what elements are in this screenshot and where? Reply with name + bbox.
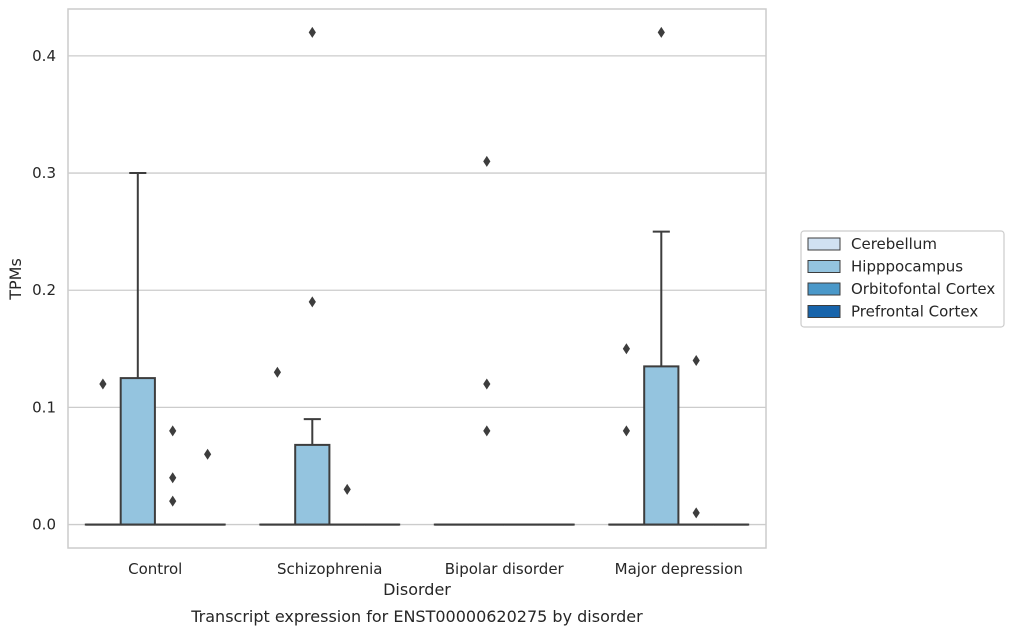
outlier-point — [273, 366, 281, 378]
legend-label: Hipppocampus — [851, 258, 963, 276]
y-axis-label: TPMs — [6, 258, 25, 301]
outlier-point — [169, 495, 177, 507]
box-hipppocampus — [119, 172, 156, 526]
legend-swatch — [807, 237, 841, 251]
outlier-point — [622, 425, 630, 437]
outlier-point — [308, 26, 316, 38]
x-tick-label: Bipolar disorder — [445, 560, 565, 578]
figure-caption: Transcript expression for ENST0000062027… — [190, 607, 643, 626]
box-hipppocampus — [468, 155, 505, 526]
legend-swatch — [807, 282, 841, 296]
outlier-point — [692, 507, 700, 519]
y-tick-label: 0.1 — [32, 398, 56, 416]
box-body — [294, 443, 331, 526]
boxes — [84, 26, 750, 526]
legend-label: Prefrontal Cortex — [851, 303, 978, 321]
box-cerebellum — [608, 343, 645, 526]
outlier-point — [99, 378, 107, 390]
outlier-point — [622, 343, 630, 355]
x-tick-labels: Control Schizophrenia Bipolar disorder Majo… — [128, 560, 743, 578]
outlier-point — [657, 26, 665, 38]
y-tick-label: 0.0 — [32, 516, 56, 534]
legend: Cerebellum Hipppocampus Orbitofontal Corte… — [800, 230, 1005, 328]
plot-frame — [67, 8, 767, 549]
legend-item: Hipppocampus — [807, 258, 963, 276]
legend-swatch — [807, 305, 841, 318]
legend-swatch — [807, 260, 841, 273]
outlier-point — [483, 378, 491, 390]
box-cerebellum — [84, 378, 122, 526]
x-tick-label: Schizophrenia — [277, 560, 382, 578]
y-tick-label: 0.3 — [32, 164, 56, 182]
legend-item: Cerebellum — [807, 235, 937, 253]
outlier-point — [692, 355, 700, 367]
box-body — [643, 365, 680, 526]
legend-item: Orbitofontal Cortex — [807, 280, 995, 298]
x-tick-label: Control — [128, 560, 182, 578]
box-hipppocampus — [294, 26, 331, 526]
y-tick-label: 0.2 — [32, 281, 56, 299]
outlier-point — [343, 483, 351, 495]
box-hipppocampus — [643, 26, 680, 526]
box-orbitofontal-cortex — [678, 355, 715, 526]
x-axis-label: Disorder — [383, 580, 451, 599]
box-orbitofontal-cortex — [154, 425, 191, 526]
x-tick-label: Major depression — [615, 560, 743, 578]
legend-label: Orbitofontal Cortex — [851, 280, 995, 298]
outlier-point — [169, 472, 177, 484]
y-tick-labels: 0.0 0.1 0.2 0.3 0.4 — [32, 47, 56, 534]
outlier-point — [169, 425, 177, 437]
box-cerebellum — [259, 366, 296, 526]
y-tick-label: 0.4 — [32, 47, 56, 65]
box-body — [119, 377, 156, 526]
outlier-point — [204, 448, 212, 460]
box-orbitofontal-cortex — [329, 483, 366, 526]
legend-label: Cerebellum — [851, 235, 937, 253]
outlier-point — [483, 425, 491, 437]
box-prefrontal-cortex — [189, 448, 226, 526]
legend-item: Prefrontal Cortex — [807, 303, 978, 321]
legend-frame — [800, 230, 1005, 328]
outlier-point — [308, 296, 316, 308]
outlier-point — [483, 155, 491, 167]
